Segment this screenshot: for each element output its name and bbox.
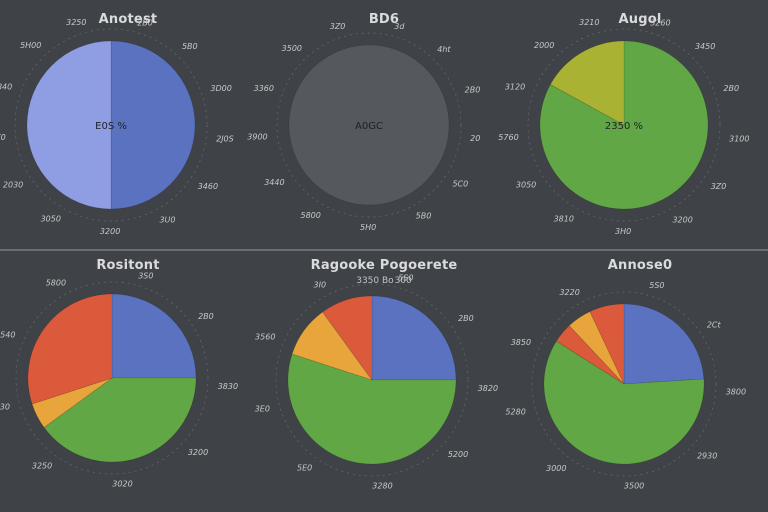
outer-label: 3000 — [546, 464, 566, 473]
outer-label: 3050 — [41, 214, 61, 223]
outer-label: 3260 — [650, 18, 670, 27]
outer-label: 5200 — [448, 450, 468, 459]
chart-grid: Anotest BD6 Augol Rositont Ragooke Pogoe… — [0, 0, 768, 512]
center-label: A0GC — [355, 121, 383, 132]
outer-label: 2J0S — [216, 135, 234, 144]
outer-label: 3U0 — [159, 215, 175, 224]
outer-label: 3200 — [672, 215, 692, 224]
outer-label: 3830 — [218, 382, 238, 391]
outer-label: 3120 — [505, 83, 525, 92]
outer-label: 5H0 — [360, 223, 376, 232]
pie-chart-3: 2350 % 3260 3450 2B0 3100 3Z0 3200 3H0 3810 3050 5… — [498, 18, 749, 236]
outer-label: 2030 — [3, 180, 23, 189]
outer-label: 3S0 — [138, 271, 153, 280]
pie-slice-a — [372, 296, 456, 380]
pie-slice-a — [112, 294, 196, 378]
outer-label: 20 — [470, 134, 480, 143]
outer-label: 2B0 — [137, 18, 153, 27]
outer-label: 3810 — [554, 214, 574, 223]
outer-label: 3220 — [559, 288, 579, 297]
outer-label: 5760 — [498, 133, 518, 142]
outer-label: 2930 — [697, 451, 717, 460]
outer-label: 5S0 — [649, 281, 664, 290]
outer-label: 3I0 — [314, 280, 327, 289]
outer-label: 3560 — [255, 332, 275, 341]
outer-label: 3030 — [0, 403, 10, 412]
outer-label: 2B0 — [465, 86, 481, 95]
outer-label: 3020 — [112, 479, 132, 488]
outer-label: 3D00 — [210, 84, 231, 93]
outer-label: 3800 — [726, 388, 746, 397]
outer-label: 3820 — [478, 384, 498, 393]
outer-label: 5840 — [0, 83, 12, 92]
outer-label: 5800 — [300, 211, 320, 220]
outer-label: 3Z0 — [330, 22, 346, 31]
outer-label: 3250 — [66, 18, 86, 27]
outer-label: 5280 — [505, 408, 525, 417]
outer-label: 3H0 — [615, 227, 631, 236]
pie-charts: E0S % 2B0 5B0 3D00 2J0S 3460 3U0 3200 3050 2030 3Z… — [0, 0, 768, 512]
outer-label: 5B0 — [416, 212, 432, 221]
outer-label: 4ht — [437, 45, 451, 54]
outer-label: 3d — [394, 22, 405, 31]
outer-label: 3900 — [247, 132, 267, 141]
outer-label: 2540 — [0, 330, 15, 339]
outer-label: 3500 — [624, 481, 644, 490]
outer-label: 2B0 — [723, 84, 739, 93]
outer-label: 2Ct — [707, 321, 722, 330]
outer-label: 3Z0 — [0, 133, 6, 142]
pie-chart-4: 3S0 2B0 3830 3200 3020 3250 3030 2540 5800 — [0, 271, 238, 488]
outer-label: 3100 — [729, 135, 749, 144]
pie-chart-1: E0S % 2B0 5B0 3D00 2J0S 3460 3U0 3200 3050 2030 3Z… — [0, 18, 234, 236]
pie-chart-5: 5S0 2B0 3820 5200 3280 5E0 3E0 3560 3I0 — [255, 273, 498, 490]
outer-label: 5B0 — [182, 42, 198, 51]
outer-label: 3200 — [188, 448, 208, 457]
outer-label: 5800 — [46, 278, 66, 287]
outer-label: 3E0 — [255, 405, 270, 414]
outer-label: 2B0 — [198, 312, 214, 321]
center-label: E0S % — [95, 121, 127, 132]
pie-slice-a — [624, 304, 704, 384]
outer-label: 3450 — [695, 42, 715, 51]
pie-chart-6: 5S0 2Ct 3800 2930 3500 3000 5280 3850 3220 — [505, 281, 746, 490]
outer-label: 3Z0 — [711, 182, 727, 191]
outer-label: 3440 — [264, 178, 284, 187]
outer-label: 3250 — [32, 462, 52, 471]
outer-label: 3850 — [511, 338, 531, 347]
outer-label: 3360 — [254, 84, 274, 93]
outer-label: 3460 — [198, 182, 218, 191]
center-label: 2350 % — [605, 121, 643, 132]
outer-label: 2B0 — [458, 314, 474, 323]
pie-chart-2: A0GC 3d 4ht 2B0 20 5C0 5B0 5H0 5800 3440 3900 3360 3… — [247, 22, 480, 232]
outer-label: 3200 — [100, 227, 120, 236]
outer-label: 3280 — [372, 481, 392, 490]
outer-label: 5S0 — [398, 273, 413, 282]
outer-label: 5C0 — [452, 180, 468, 189]
outer-label: 3500 — [282, 44, 302, 53]
outer-label: 3210 — [579, 18, 599, 27]
outer-label: 5H00 — [20, 41, 41, 50]
outer-label: 2000 — [534, 41, 554, 50]
outer-label: 5E0 — [297, 464, 312, 473]
outer-label: 3050 — [516, 180, 536, 189]
